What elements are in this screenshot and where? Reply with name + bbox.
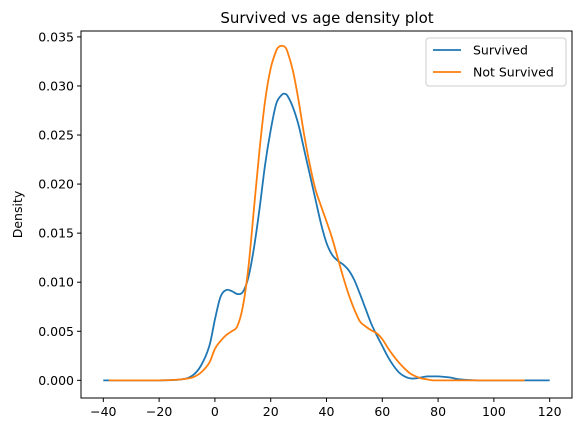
y-tick-label: 0.025: [38, 128, 74, 143]
y-tick-label: 0.035: [38, 29, 74, 44]
y-tick-label: 0.010: [38, 275, 74, 290]
legend-label-not-survived: Not Survived: [473, 65, 554, 80]
legend-label-survived: Survived: [473, 43, 528, 58]
chart-title: Survived vs age density plot: [220, 9, 433, 27]
y-axis-label: Density: [10, 190, 25, 238]
x-tick-label: −20: [146, 404, 172, 419]
y-tick-label: 0.000: [38, 373, 74, 388]
x-tick-label: 100: [482, 404, 506, 419]
y-tick-label: 0.015: [38, 226, 74, 241]
x-tick-label: −40: [90, 404, 116, 419]
y-tick-label: 0.030: [38, 78, 74, 93]
x-tick-label: 40: [319, 404, 335, 419]
y-tick-label: 0.005: [38, 324, 74, 339]
x-axis: −40 −20 0 20 40 60 80 100 120: [90, 398, 562, 419]
x-tick-label: 120: [538, 404, 562, 419]
x-tick-label: 60: [374, 404, 390, 419]
legend: Survived Not Survived: [425, 37, 567, 87]
y-tick-label: 0.020: [38, 177, 74, 192]
x-tick-label: 80: [430, 404, 446, 419]
series-layer: [103, 44, 550, 382]
series-line-survived: [103, 92, 550, 382]
series-line-not-survived: [108, 44, 525, 382]
y-axis: 0.000 0.005 0.010 0.015 0.020 0.025 0.030 0.035: [38, 29, 81, 388]
x-tick-label: 0: [211, 404, 219, 419]
x-tick-label: 20: [263, 404, 279, 419]
